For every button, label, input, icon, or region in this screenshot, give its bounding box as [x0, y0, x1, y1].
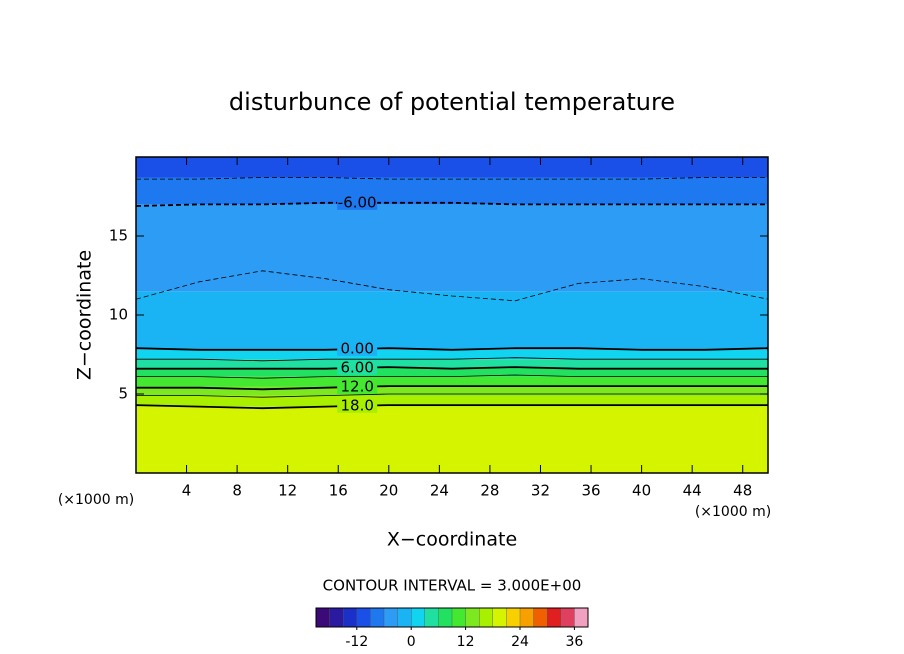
- x-unit-label: (×1000 m): [695, 504, 771, 520]
- contour-label: 12.0: [340, 377, 373, 395]
- contour-label: 6.00: [340, 358, 373, 376]
- colorbar-cell: [383, 607, 399, 628]
- x-axis-label: X−coordinate: [387, 529, 517, 551]
- colorbar-cell: [356, 607, 371, 628]
- fill-band: [136, 406, 768, 473]
- contour-line: [135, 201, 768, 207]
- fill-band: [136, 359, 768, 368]
- label-gap: [337, 379, 378, 394]
- colorbar-cell: [315, 607, 331, 628]
- contour-label: 0.00: [340, 339, 373, 357]
- fill-band: [136, 349, 768, 360]
- contour-line: [135, 404, 768, 410]
- x-tick-label: 24: [430, 482, 449, 500]
- colorbar-cell: [411, 607, 426, 628]
- colorbar-tick-label: 12: [457, 634, 475, 650]
- label-gap: [337, 360, 378, 375]
- x-tick-label: 16: [329, 482, 348, 500]
- x-tick-label: 20: [379, 482, 398, 500]
- x-tick-label: 48: [733, 482, 752, 500]
- colorbar-cell: [560, 607, 575, 628]
- contour-line: [135, 347, 769, 351]
- fill-band: [136, 177, 768, 205]
- label-gap: [337, 341, 378, 356]
- contour-interval: CONTOUR INTERVAL = 3.000E+00: [323, 577, 582, 595]
- x-tick-label: 8: [232, 482, 242, 500]
- x-tick-label: 28: [480, 482, 499, 500]
- colorbar-cell: [451, 607, 467, 628]
- y-axis-label: Z−coordinate: [74, 250, 96, 380]
- x-tick-label: 40: [632, 482, 651, 500]
- x-tick-label: 4: [182, 482, 192, 500]
- colorbar-cell: [397, 607, 412, 628]
- fill-band: [136, 367, 768, 377]
- contour-line: [136, 374, 768, 379]
- colorbar-tick-label: 36: [565, 634, 583, 650]
- contour-line: [136, 393, 768, 398]
- contour-line: [136, 385, 768, 391]
- contour-line: [136, 357, 768, 362]
- colorbar-cell: [574, 607, 589, 628]
- y-tick-label: 10: [109, 306, 128, 324]
- fill-band: [136, 376, 768, 387]
- x-tick-label: 44: [683, 482, 702, 500]
- y-tick-label: 5: [118, 385, 128, 403]
- x-tick-label: 32: [531, 482, 550, 500]
- contour-line: [135, 270, 769, 302]
- fill-band: [136, 395, 768, 407]
- colorbar-cell: [506, 607, 521, 628]
- colorbar-cell: [479, 607, 494, 628]
- label-gap: [337, 195, 378, 210]
- x-unit-label: (×1000 m): [58, 492, 134, 508]
- colorbar-tick-label: 0: [407, 634, 416, 650]
- fill-band: [136, 204, 768, 292]
- colorbar-cell: [519, 607, 535, 628]
- colorbar-cell: [533, 607, 548, 628]
- colorbar-cell: [424, 607, 439, 628]
- chart-title: disturbunce of potential temperature: [229, 88, 675, 116]
- colorbar-cell: [329, 607, 344, 628]
- colorbar-frame: [315, 607, 589, 628]
- colorbar-cell: [343, 607, 358, 628]
- colorbar-tick-label: 24: [511, 634, 529, 650]
- y-tick-label: 15: [109, 227, 128, 245]
- colorbar-cell: [492, 607, 507, 628]
- colorbar-cell: [438, 607, 453, 628]
- fill-band: [136, 386, 768, 396]
- contour-line: [136, 366, 768, 370]
- fill-band: [136, 157, 768, 178]
- fill-band: [136, 291, 768, 350]
- colorbar-tick-label: -12: [345, 634, 368, 650]
- colorbar-cell: [370, 607, 385, 628]
- x-tick-label: 36: [581, 482, 600, 500]
- x-tick-label: 12: [278, 482, 297, 500]
- contour-label: 18.0: [340, 396, 373, 414]
- contour-line: [136, 177, 768, 180]
- colorbar-cell: [465, 607, 480, 628]
- colorbar-cell: [547, 607, 562, 628]
- label-gap: [337, 398, 378, 413]
- contour-label: -6.00: [338, 193, 377, 211]
